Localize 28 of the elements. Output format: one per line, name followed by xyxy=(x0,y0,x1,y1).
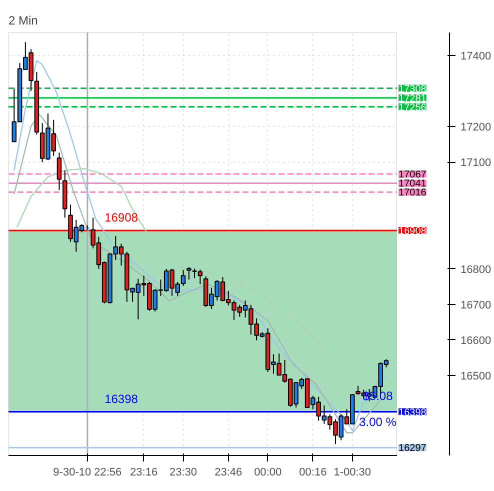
ref-line-label: 17016 xyxy=(398,188,427,199)
ref-line-label: 17067 xyxy=(398,169,427,180)
x-tick-label: 23:30 xyxy=(170,466,198,478)
ref-line-label: 16297 xyxy=(398,443,427,454)
x-tick-label: 1-00:30 xyxy=(334,466,372,478)
y-tick-label: 17400 xyxy=(460,50,492,63)
x-tick-label: 00:16 xyxy=(299,466,327,478)
ref-line-label: 16398 xyxy=(398,407,427,418)
y-tick-label: 16600 xyxy=(460,334,492,347)
annotation: 3.00 % xyxy=(359,414,397,429)
x-tick-label: 23:46 xyxy=(214,466,242,478)
x-tick-label: 00:00 xyxy=(254,466,282,478)
y-tick-label: 16800 xyxy=(460,264,492,276)
annotation: 16398 xyxy=(104,392,138,406)
ref-line-label: 16908 xyxy=(398,226,427,237)
y-tick-label: 16700 xyxy=(460,299,492,312)
x-tick-label: 23:16 xyxy=(130,466,158,478)
x-tick-label: 9-30-10 22:56 xyxy=(53,466,122,478)
ref-line-label: 17041 xyxy=(398,178,427,190)
ref-line-label: 17308 xyxy=(398,84,427,95)
y-tick-label: 17200 xyxy=(460,122,492,134)
annotation: 16908 xyxy=(104,210,138,224)
y-tick-label: 16500 xyxy=(460,370,492,383)
ref-line-label: 17281 xyxy=(398,93,427,104)
ref-line-label: 17256 xyxy=(398,102,427,114)
y-tick-label: 17100 xyxy=(460,157,492,170)
candlestick xyxy=(56,152,62,190)
chart-title: 2 Min xyxy=(8,14,38,28)
